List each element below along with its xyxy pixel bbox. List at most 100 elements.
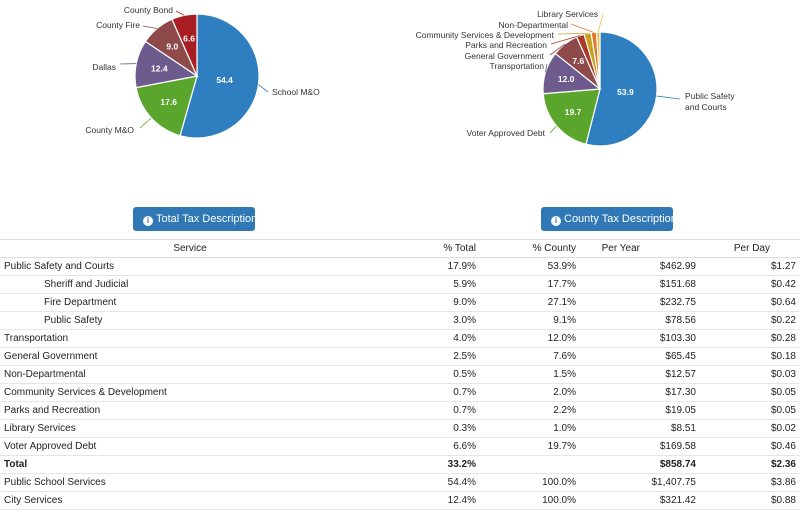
cell-percent-total: 0.3% [380, 419, 480, 438]
cell-percent-county: 2.0% [480, 383, 580, 402]
total-tax-pie-chart: 54.4 School M&O 17.6 County M&O 12.4 Dallas 9.… [85, 5, 320, 139]
cell-percent-total: 9.0% [380, 293, 480, 312]
county-pie-category-label: Community Services & Development [416, 30, 555, 40]
cell-per-day: $0.02 [700, 419, 800, 438]
cell-per-day: $1.27 [700, 257, 800, 276]
cell-per-day: $2.36 [700, 455, 800, 474]
info-icon: i [551, 216, 561, 226]
cell-percent-county: 100.0% [480, 491, 580, 510]
cell-percent-county: 27.1% [480, 293, 580, 312]
cell-service: Sheriff and Judicial [0, 275, 380, 294]
total-pie-slice[interactable] [179, 13, 260, 139]
county-pie-connector [656, 95, 681, 100]
cell-percent-total: 54.4% [380, 473, 480, 492]
cell-percent-county: 9.1% [480, 311, 580, 330]
cell-per-year: $462.99 [580, 257, 700, 276]
cell-percent-total: 0.5% [380, 365, 480, 384]
table-row: Sheriff and Judicial 5.9% 17.7% $151.68 $0.4… [0, 275, 800, 294]
county-pie-value-label: 53.9 [617, 87, 634, 97]
county-pie-slice[interactable] [595, 31, 601, 90]
cell-service: Non-Departmental [0, 365, 380, 384]
cell-service: Voter Approved Debt [0, 437, 380, 456]
cell-per-day: $0.03 [700, 365, 800, 384]
cell-percent-total: 0.7% [380, 401, 480, 420]
total-pie-value-label: 6.6 [183, 33, 195, 43]
county-tax-description-button[interactable]: i County Tax Description [541, 207, 677, 231]
cell-per-year: $103.30 [580, 329, 700, 348]
county-pie-slice[interactable] [542, 88, 601, 145]
total-pie-value-label: 54.4 [216, 75, 233, 85]
cell-per-day: $0.64 [700, 293, 800, 312]
cell-percent-total: 3.0% [380, 311, 480, 330]
cell-per-day: $0.28 [700, 329, 800, 348]
cell-service: Transportation [0, 329, 380, 348]
cell-service: Parks and Recreation [0, 401, 380, 420]
county-pie-category-label: Non-Departmental [499, 20, 569, 30]
cell-per-year: $1,407.75 [580, 473, 700, 492]
column-header-service: Service [0, 239, 380, 258]
total-pie-connector [139, 117, 152, 129]
cell-per-day: $0.46 [700, 437, 800, 456]
cell-service: Total [0, 455, 380, 474]
total-pie-slice[interactable] [171, 13, 198, 77]
county-pie-value-label: 19.7 [565, 107, 582, 117]
cell-service: City Services [0, 491, 380, 510]
cell-percent-total: 4.0% [380, 329, 480, 348]
cell-service: Public School Services [0, 473, 380, 492]
table-row: General Government 2.5% 7.6% $65.45 $0.18 [0, 347, 800, 366]
cell-percent-county: 1.5% [480, 365, 580, 384]
cell-per-year: $17.30 [580, 383, 700, 402]
cell-percent-total: 0.7% [380, 383, 480, 402]
cell-percent-total: 12.4% [380, 491, 480, 510]
county-pie-connector [557, 32, 588, 35]
cell-per-day: $0.18 [700, 347, 800, 366]
cell-percent-county: 17.7% [480, 275, 580, 294]
table-row: Fire Department 9.0% 27.1% $232.75 $0.64 [0, 293, 800, 312]
total-pie-category-label: School M&O [272, 87, 320, 97]
total-tax-description-label: Total Tax Description [156, 213, 258, 225]
cell-per-year: $78.56 [580, 311, 700, 330]
table-row: City Services 12.4% 100.0% $321.42 $0.88 [0, 491, 800, 510]
cell-percent-total: 6.6% [380, 437, 480, 456]
county-pie-category-label: Parks and Recreation [465, 40, 547, 50]
cell-per-year: $12.57 [580, 365, 700, 384]
total-pie-category-label: County M&O [85, 125, 134, 135]
county-pie-value-label: 7.6 [572, 56, 584, 66]
cell-service: General Government [0, 347, 380, 366]
total-pie-category-label: County Fire [96, 20, 140, 30]
column-header-percent-county: % County [480, 239, 580, 258]
county-pie-connector [597, 13, 604, 33]
info-icon: i [143, 216, 153, 226]
county-pie-connector [545, 63, 548, 73]
cell-per-day: $3.86 [700, 473, 800, 492]
cell-percent-county [480, 455, 580, 474]
total-tax-description-button[interactable]: i Total Tax Description [133, 207, 258, 231]
cell-service: Library Services [0, 419, 380, 438]
table-total-row: Total 33.2% $858.74 $2.36 [0, 455, 800, 474]
total-pie-slice[interactable] [135, 75, 198, 137]
cell-per-day: $0.05 [700, 383, 800, 402]
cell-percent-county: 53.9% [480, 257, 580, 276]
tax-breakdown-table: Service % Total % County Per Year Per Da… [0, 239, 800, 510]
cell-per-day: $0.88 [700, 491, 800, 510]
county-pie-connector [570, 23, 594, 33]
total-pie-connector [258, 84, 269, 93]
county-pie-slice[interactable] [585, 31, 658, 147]
table-row: Public Safety and Courts 17.9% 53.9% $462.9… [0, 257, 800, 276]
cell-service: Public Safety [0, 311, 380, 330]
county-pie-value-label: 12.0 [558, 74, 575, 84]
cell-per-year: $151.68 [580, 275, 700, 294]
table-row: Transportation 4.0% 12.0% $103.30 $0.28 [0, 329, 800, 348]
cell-per-year: $232.75 [580, 293, 700, 312]
county-pie-category-label: Voter Approved Debt [467, 128, 546, 138]
cell-per-year: $19.05 [580, 401, 700, 420]
table-header-row: Service % Total % County Per Year Per Da… [0, 239, 800, 258]
table-row: Voter Approved Debt 6.6% 19.7% $169.58 $0.46 [0, 437, 800, 456]
cell-percent-county: 2.2% [480, 401, 580, 420]
total-pie-connector [175, 10, 185, 16]
total-pie-category-label: Dallas [92, 62, 116, 72]
county-pie-category-label: Public Safety [685, 91, 735, 101]
total-pie-value-label: 17.6 [160, 97, 177, 107]
cell-percent-total: 5.9% [380, 275, 480, 294]
